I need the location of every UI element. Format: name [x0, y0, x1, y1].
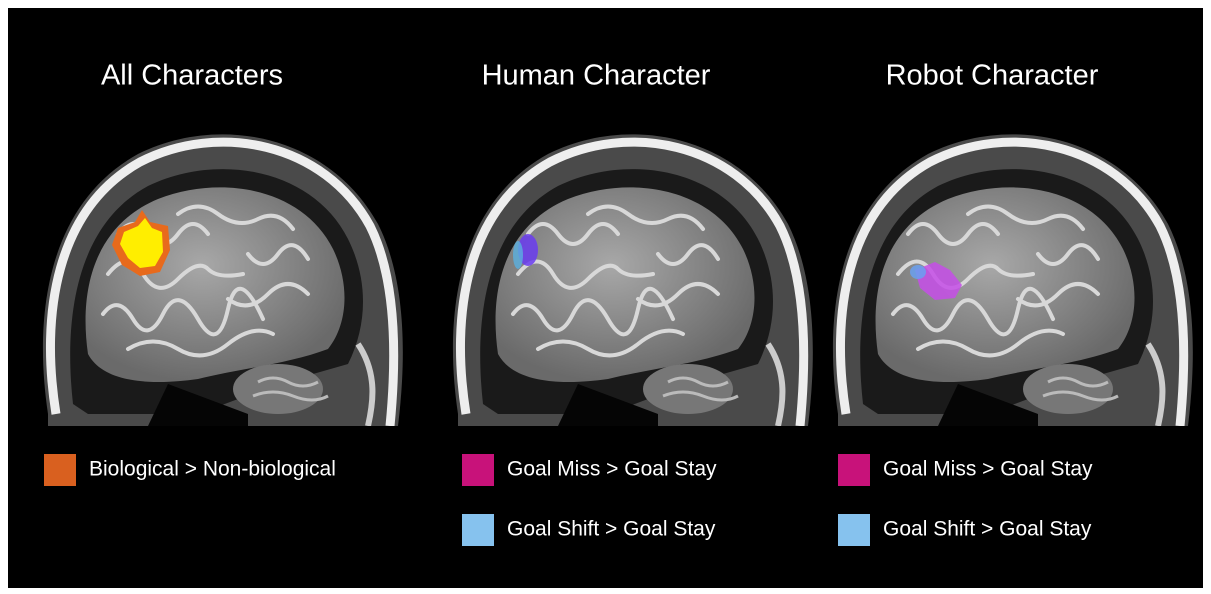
- legend-swatch: [44, 454, 76, 486]
- legend-label: Biological > Non-biological: [89, 458, 336, 481]
- activation: [112, 210, 962, 300]
- panel-title: Robot Character: [886, 60, 1099, 92]
- legend-label: Goal Miss > Goal Stay: [507, 458, 717, 481]
- legend-swatch: [462, 454, 494, 486]
- brain-image: [28, 114, 408, 426]
- legend-label: Goal Shift > Goal Stay: [507, 518, 716, 541]
- panel-title: Human Character: [482, 60, 711, 92]
- legend-label: Goal Shift > Goal Stay: [883, 518, 1092, 541]
- brain-image: [818, 114, 1198, 426]
- panel-title: All Characters: [101, 60, 283, 92]
- legend-swatch: [462, 514, 494, 546]
- brain-image: [438, 114, 818, 426]
- legend-swatch: [838, 454, 870, 486]
- legend-label: Goal Miss > Goal Stay: [883, 458, 1093, 481]
- legend-swatch: [838, 514, 870, 546]
